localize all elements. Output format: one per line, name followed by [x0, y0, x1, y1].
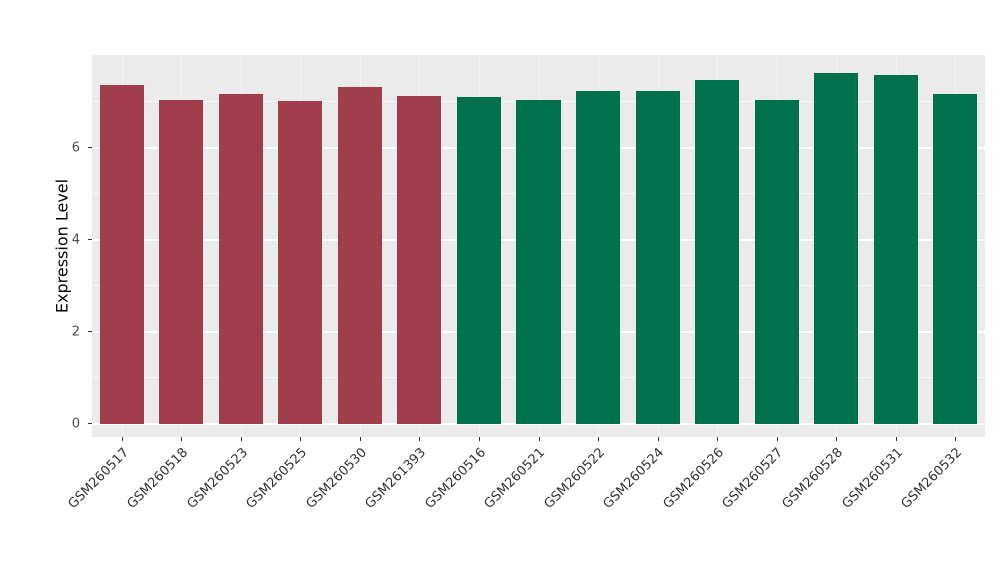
- x-tick-mark: [895, 437, 897, 441]
- y-tick-label: 2: [71, 324, 80, 340]
- bar-GSM260524: [635, 90, 680, 424]
- bar-GSM260528: [814, 73, 859, 424]
- x-tick-label-GSM260531: GSM260531: [838, 445, 906, 512]
- y-tick-mark: [88, 423, 92, 424]
- x-tick-mark: [478, 437, 480, 441]
- x-tick-mark: [359, 437, 361, 441]
- x-tick-mark: [240, 437, 242, 441]
- bar-GSM260523: [218, 94, 263, 424]
- x-tick-mark: [121, 437, 123, 441]
- bar-GSM260526: [695, 80, 740, 424]
- bar-GSM261393: [397, 96, 442, 424]
- x-tick-mark: [657, 437, 659, 441]
- x-tick-label-GSM260522: GSM260522: [541, 445, 608, 512]
- y-tick-mark: [88, 147, 92, 148]
- bar-GSM260517: [99, 84, 144, 424]
- x-tick-label-GSM260530: GSM260530: [303, 445, 370, 512]
- bar-GSM260530: [337, 87, 382, 424]
- x-tick-label-GSM260523: GSM260523: [184, 445, 251, 512]
- y-tick-label: 0: [71, 416, 80, 432]
- bar-GSM260527: [754, 100, 799, 424]
- x-axis: GSM260517 GSM260518 GSM260523 GSM260525 GSM2…: [65, 437, 985, 580]
- y-tick-label: 4: [71, 232, 80, 248]
- x-tick-label-GSM260517: GSM260517: [65, 445, 132, 512]
- x-tick-mark: [836, 437, 838, 441]
- x-tick-mark: [955, 437, 957, 441]
- plot-panel: [92, 55, 985, 437]
- bar-GSM260518: [159, 99, 204, 424]
- bar-GSM260531: [873, 75, 918, 424]
- y-tick-mark: [88, 239, 92, 240]
- x-tick-label-GSM260516: GSM260516: [422, 445, 489, 512]
- y-axis: 0 2 4 6: [0, 55, 92, 437]
- x-tick-label-GSM260526: GSM260526: [660, 445, 727, 512]
- bar-GSM260525: [278, 100, 323, 424]
- x-tick-label-GSM260527: GSM260527: [719, 445, 787, 512]
- bar-GSM260516: [456, 97, 501, 424]
- x-tick-mark: [598, 437, 600, 441]
- bar-GSM260532: [933, 94, 978, 424]
- gridline-major: [92, 423, 985, 425]
- x-tick-label-GSM260518: GSM260518: [124, 445, 192, 512]
- x-tick-mark: [776, 437, 778, 441]
- x-tick-label-GSM260521: GSM260521: [481, 445, 549, 512]
- x-tick-mark: [419, 437, 421, 441]
- x-tick-label-GSM260524: GSM260524: [600, 445, 668, 512]
- x-tick-label-GSM261393: GSM261393: [362, 445, 430, 512]
- bar-GSM260521: [516, 99, 561, 424]
- x-tick-label-GSM260525: GSM260525: [243, 445, 311, 512]
- x-tick-label-GSM260532: GSM260532: [898, 445, 966, 512]
- x-tick-mark: [181, 437, 183, 441]
- y-tick-mark: [88, 331, 92, 332]
- x-tick-label-GSM260528: GSM260528: [779, 445, 847, 512]
- x-tick-mark: [538, 437, 540, 441]
- x-tick-mark: [300, 437, 302, 441]
- y-tick-label: 6: [71, 140, 80, 156]
- bar-GSM260522: [576, 91, 621, 424]
- x-tick-mark: [717, 437, 719, 441]
